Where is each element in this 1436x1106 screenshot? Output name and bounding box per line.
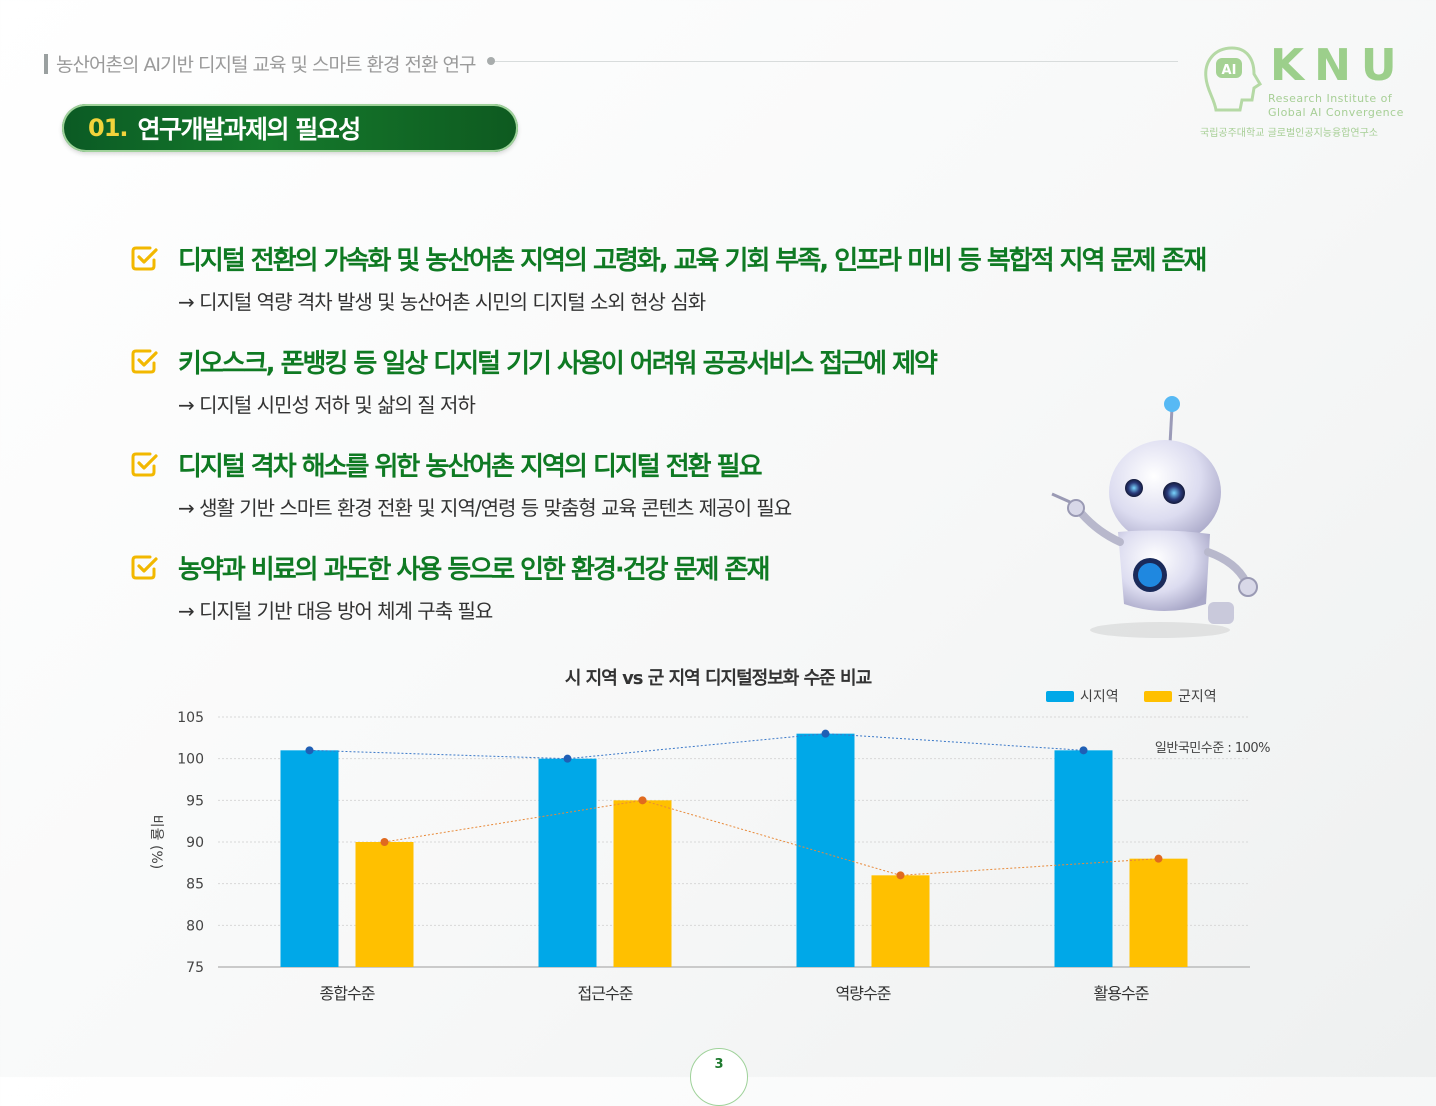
page-number-badge: 3 xyxy=(690,1048,748,1106)
bullet-main-text: 농약과 비료의 과도한 사용 등으로 인한 환경·건강 문제 존재 xyxy=(178,555,770,585)
header-title: 농산어촌의 AI기반 디지털 교육 및 스마트 환경 전환 연구 xyxy=(56,54,476,76)
bar-county xyxy=(871,875,930,967)
robot-illustration xyxy=(1051,396,1258,638)
bar-city xyxy=(538,758,597,967)
logo-name: KNU xyxy=(1270,40,1407,91)
trend-line-county xyxy=(384,799,1159,876)
legend-item-city: 시지역 xyxy=(1046,686,1119,706)
section-heading: 01. 연구개발과제의 필요성 xyxy=(62,104,518,152)
bullet-main-text: 키오스크, 폰뱅킹 등 일상 디지털 기기 사용이 어려워 공공서비스 접근에 … xyxy=(178,349,938,379)
point-city xyxy=(563,754,572,763)
section-title: 연구개발과제의 필요성 xyxy=(137,115,362,144)
checkbox-icon xyxy=(131,452,158,477)
bullet-sub-text: → 디지털 시민성 저하 및 삶의 질 저하 xyxy=(178,393,476,417)
bar-county xyxy=(355,842,414,967)
bullet-main-text: 디지털 전환의 가속화 및 농산어촌 지역의 고령화, 교육 기회 부족, 인프… xyxy=(178,246,1207,276)
point-county xyxy=(380,838,389,846)
trend-line-city xyxy=(309,733,1084,760)
legend-swatch-county xyxy=(1144,690,1172,702)
y-tick-label: 90 xyxy=(186,835,204,851)
logo-korean-name: 국립공주대학교 글로벌인공지능융합연구소 xyxy=(1200,128,1378,139)
header-divider xyxy=(488,61,1178,62)
header-divider-dot xyxy=(487,57,495,65)
bar-city xyxy=(280,750,339,967)
knu-logo: AI KNU Research Institute of Global AI C… xyxy=(1196,40,1406,140)
logo-line2: Global AI Convergence xyxy=(1268,106,1404,119)
section-number: 01. xyxy=(88,114,129,142)
x-tick-label: 역량수준 xyxy=(836,984,891,1003)
header-accent-bar xyxy=(44,53,48,74)
bar-city xyxy=(1054,750,1113,967)
y-tick-label: 75 xyxy=(186,960,204,976)
y-tick-label: 100 xyxy=(177,752,204,768)
chart-title: 시 지역 vs 군 지역 디지털정보화 수준 비교 xyxy=(564,668,872,689)
legend-swatch-city xyxy=(1046,690,1074,702)
checkbox-icon xyxy=(131,246,158,271)
bar-county xyxy=(1129,858,1188,967)
point-county xyxy=(896,871,905,880)
y-tick-label: 95 xyxy=(186,793,204,809)
bar-city xyxy=(796,733,855,967)
y-tick-label: 80 xyxy=(186,918,204,934)
x-tick-label: 활용수준 xyxy=(1094,984,1149,1003)
bullet-sub-text: → 디지털 기반 대응 방어 체계 구축 필요 xyxy=(178,599,493,623)
checkbox-icon xyxy=(131,349,158,374)
logo-mark: AI xyxy=(1222,63,1237,78)
x-tick-label: 종합수준 xyxy=(320,984,375,1003)
logo-line1: Research Institute of xyxy=(1268,92,1393,105)
y-tick-label: 85 xyxy=(186,877,204,893)
ai-head-logo-icon: AI xyxy=(1204,46,1263,112)
legend-item-county: 군지역 xyxy=(1144,686,1217,706)
legend-label-city: 시지역 xyxy=(1080,689,1119,705)
y-axis-label: 비율 (%) xyxy=(148,815,164,869)
bullet-sub-text: → 생활 기반 스마트 환경 전환 및 지역/연령 등 맞춤형 교육 콘텐츠 제… xyxy=(178,496,792,520)
point-city xyxy=(1079,746,1088,755)
bar-county xyxy=(613,800,672,967)
bullet-sub-text: → 디지털 역량 격차 발생 및 농산어촌 시민의 디지털 소외 현상 심화 xyxy=(178,290,706,314)
bullet-main-text: 디지털 격차 해소를 위한 농산어촌 지역의 디지털 전환 필요 xyxy=(178,452,762,482)
bar-chart: 75 80 85 90 95 100 105 비율 (%) 종합수준 접근수준 역량수준 활용수준 일반… xyxy=(148,710,1271,1003)
legend-label-county: 군지역 xyxy=(1178,689,1217,705)
point-city xyxy=(305,746,314,755)
baseline-annotation: 일반국민수준 : 100% xyxy=(1155,741,1270,756)
point-county xyxy=(638,796,647,805)
checkbox-icon xyxy=(131,555,158,580)
y-tick-label: 105 xyxy=(177,710,204,726)
x-tick-label: 접근수준 xyxy=(578,984,633,1003)
point-county xyxy=(1154,854,1163,863)
point-city xyxy=(821,729,830,738)
document-header: 농산어촌의 AI기반 디지털 교육 및 스마트 환경 전환 연구 xyxy=(44,50,476,77)
page-number: 3 xyxy=(714,1057,724,1072)
